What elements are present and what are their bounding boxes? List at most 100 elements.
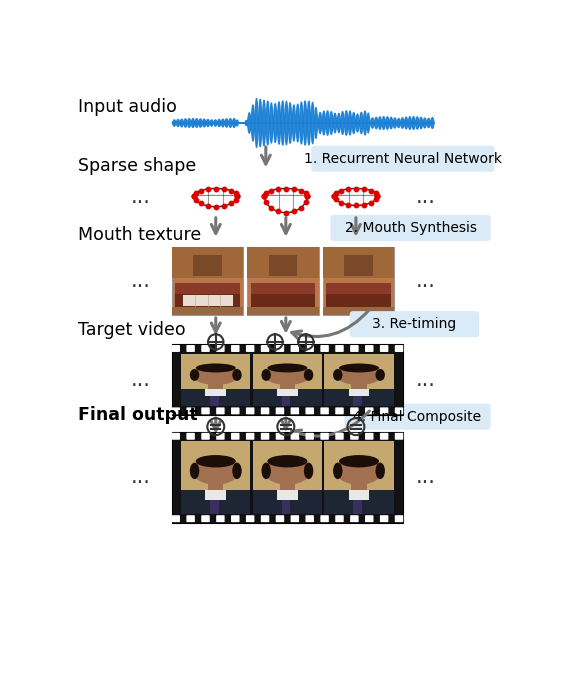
Bar: [172, 307, 243, 315]
FancyBboxPatch shape: [216, 515, 225, 522]
FancyBboxPatch shape: [231, 345, 239, 352]
Bar: [247, 247, 319, 278]
Bar: [181, 354, 251, 406]
Bar: [181, 389, 251, 406]
Bar: [210, 391, 218, 406]
FancyBboxPatch shape: [291, 345, 299, 352]
FancyBboxPatch shape: [261, 515, 269, 522]
Ellipse shape: [190, 369, 199, 381]
Bar: [193, 256, 222, 276]
FancyBboxPatch shape: [306, 515, 314, 522]
FancyBboxPatch shape: [350, 433, 359, 440]
Ellipse shape: [339, 363, 379, 372]
FancyBboxPatch shape: [311, 146, 494, 172]
FancyBboxPatch shape: [216, 433, 225, 440]
Bar: [172, 247, 243, 315]
Bar: [210, 494, 218, 514]
FancyBboxPatch shape: [365, 345, 373, 352]
Bar: [253, 354, 322, 406]
FancyBboxPatch shape: [261, 433, 269, 440]
Ellipse shape: [261, 369, 271, 381]
FancyBboxPatch shape: [306, 407, 314, 414]
FancyBboxPatch shape: [172, 407, 180, 414]
FancyBboxPatch shape: [186, 433, 195, 440]
FancyBboxPatch shape: [276, 433, 284, 440]
Ellipse shape: [267, 363, 307, 372]
Bar: [253, 354, 322, 390]
Bar: [253, 389, 322, 406]
FancyBboxPatch shape: [246, 407, 254, 414]
FancyBboxPatch shape: [335, 407, 344, 414]
Text: ...: ...: [416, 467, 436, 486]
Text: 1. Recurrent Neural Network: 1. Recurrent Neural Network: [304, 152, 502, 166]
FancyBboxPatch shape: [395, 515, 403, 522]
Bar: [251, 284, 315, 307]
Bar: [280, 384, 295, 389]
FancyBboxPatch shape: [365, 433, 373, 440]
FancyBboxPatch shape: [320, 515, 329, 522]
Ellipse shape: [304, 369, 313, 381]
Bar: [182, 295, 233, 306]
Bar: [172, 432, 403, 523]
Ellipse shape: [261, 463, 271, 479]
FancyBboxPatch shape: [201, 515, 210, 522]
FancyBboxPatch shape: [201, 433, 210, 440]
Ellipse shape: [233, 463, 242, 479]
Bar: [282, 494, 290, 514]
Bar: [172, 344, 403, 415]
Text: Final output: Final output: [78, 405, 198, 424]
Bar: [176, 284, 240, 294]
Bar: [181, 441, 251, 514]
Bar: [253, 441, 322, 492]
FancyBboxPatch shape: [186, 407, 195, 414]
Bar: [181, 491, 251, 514]
FancyBboxPatch shape: [320, 407, 329, 414]
Text: ...: ...: [131, 187, 151, 207]
Bar: [351, 384, 367, 389]
Text: 4. Final Composite: 4. Final Composite: [354, 410, 481, 424]
FancyBboxPatch shape: [350, 515, 359, 522]
Bar: [251, 284, 315, 294]
Bar: [324, 354, 394, 390]
Bar: [323, 307, 395, 315]
FancyBboxPatch shape: [216, 407, 225, 414]
FancyBboxPatch shape: [186, 515, 195, 522]
Text: ...: ...: [416, 370, 436, 391]
FancyBboxPatch shape: [291, 515, 299, 522]
FancyBboxPatch shape: [306, 345, 314, 352]
FancyBboxPatch shape: [335, 345, 344, 352]
Bar: [253, 491, 322, 514]
Ellipse shape: [339, 455, 379, 468]
Text: Sparse shape: Sparse shape: [78, 157, 196, 175]
FancyBboxPatch shape: [201, 345, 210, 352]
Bar: [354, 494, 362, 514]
Bar: [280, 483, 295, 491]
Ellipse shape: [192, 457, 239, 484]
FancyBboxPatch shape: [246, 345, 254, 352]
FancyBboxPatch shape: [335, 433, 344, 440]
Bar: [354, 391, 362, 406]
FancyBboxPatch shape: [395, 433, 403, 440]
Bar: [323, 247, 395, 278]
FancyBboxPatch shape: [216, 345, 225, 352]
FancyBboxPatch shape: [335, 515, 344, 522]
Ellipse shape: [233, 369, 242, 381]
FancyBboxPatch shape: [261, 345, 269, 352]
FancyBboxPatch shape: [350, 345, 359, 352]
FancyBboxPatch shape: [276, 407, 284, 414]
FancyBboxPatch shape: [320, 433, 329, 440]
Text: ...: ...: [416, 187, 436, 207]
Text: ...: ...: [131, 271, 151, 291]
FancyBboxPatch shape: [231, 515, 239, 522]
Ellipse shape: [267, 455, 307, 468]
Text: 3. Re-timing: 3. Re-timing: [372, 317, 457, 331]
Ellipse shape: [333, 369, 342, 381]
Bar: [324, 354, 394, 406]
Text: Mouth texture: Mouth texture: [78, 226, 201, 244]
Bar: [324, 389, 394, 406]
FancyBboxPatch shape: [320, 345, 329, 352]
Bar: [324, 441, 394, 492]
FancyBboxPatch shape: [350, 311, 479, 337]
FancyBboxPatch shape: [395, 407, 403, 414]
Bar: [324, 441, 394, 514]
